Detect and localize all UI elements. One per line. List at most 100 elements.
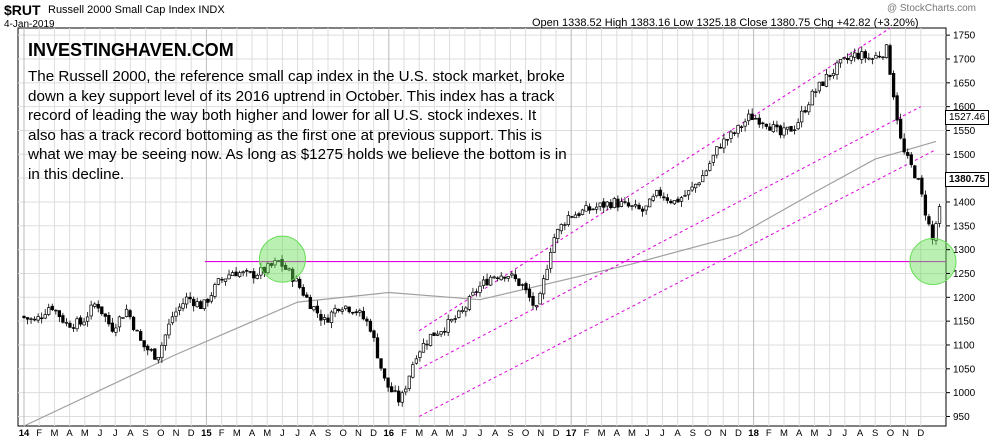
candle-body xyxy=(128,310,132,318)
candle-body xyxy=(736,125,740,134)
candle-body xyxy=(237,272,242,277)
x-tick-label: O xyxy=(522,428,529,438)
candle-body xyxy=(725,139,730,141)
candle-body xyxy=(400,392,404,403)
candle-body xyxy=(131,316,136,330)
candle-body xyxy=(266,263,270,274)
candle-body xyxy=(61,315,65,323)
candle-body xyxy=(506,276,510,279)
candle-body xyxy=(29,318,33,320)
x-tick-label: J xyxy=(827,428,832,438)
candle-body xyxy=(100,306,104,315)
x-tick-label: J xyxy=(280,428,285,438)
candle-body xyxy=(280,259,284,267)
candle-body xyxy=(64,322,69,324)
candle-body xyxy=(25,317,30,320)
candle-body xyxy=(379,358,383,369)
candle-body xyxy=(32,318,37,321)
x-tick-label: F xyxy=(583,428,589,438)
x-tick-label: 17 xyxy=(566,428,577,438)
candle-body xyxy=(757,117,761,125)
x-tick-label: N xyxy=(902,428,909,438)
candle-body xyxy=(655,190,659,197)
candle-body xyxy=(71,327,76,329)
y-tick-label: 1400 xyxy=(953,197,976,208)
candle-body xyxy=(559,224,563,232)
candle-body xyxy=(255,275,259,279)
x-tick-label: M xyxy=(81,428,89,438)
candle-body xyxy=(85,316,90,322)
candle-body xyxy=(863,51,867,59)
candle-body xyxy=(358,310,362,313)
x-tick-label: A xyxy=(249,428,256,438)
sma-value-label: 1527.46 xyxy=(945,110,990,125)
x-tick-label: M xyxy=(415,428,423,438)
candle-body xyxy=(135,329,139,332)
candle-body xyxy=(361,310,365,320)
candle-body xyxy=(729,131,733,139)
candle-body xyxy=(301,287,305,296)
x-tick-label: F xyxy=(219,428,225,438)
candle-body xyxy=(276,260,281,262)
x-tick-label: A xyxy=(431,428,438,438)
candle-body xyxy=(481,279,486,286)
candle-body xyxy=(496,277,500,280)
candle-body xyxy=(701,175,705,183)
candle-body xyxy=(227,274,231,280)
x-tick-label: F xyxy=(401,428,407,438)
candle-body xyxy=(513,274,517,280)
candle-body xyxy=(527,288,532,298)
candle-body xyxy=(223,278,228,282)
candle-body xyxy=(633,204,638,207)
candle-body xyxy=(407,375,411,389)
x-tick-label: F xyxy=(36,428,42,438)
candle-body xyxy=(520,284,525,286)
candle-body xyxy=(619,201,624,207)
candle-body xyxy=(36,316,40,321)
candle-body xyxy=(202,299,206,309)
candle-body xyxy=(895,95,899,121)
candle-body xyxy=(478,285,482,293)
plot-frame xyxy=(17,27,947,427)
candle-body xyxy=(552,237,556,253)
annotation-text: The Russell 2000, the reference small ca… xyxy=(28,68,567,183)
x-tick-label: 18 xyxy=(748,428,759,438)
candle-body xyxy=(156,356,160,361)
candle-body xyxy=(40,317,44,320)
x-tick-label: M xyxy=(598,428,606,438)
candle-body xyxy=(393,390,397,392)
candle-body xyxy=(199,301,203,310)
candle-body xyxy=(927,216,931,225)
candle-body xyxy=(598,202,602,207)
candle-body xyxy=(602,201,606,208)
x-tick-label: M xyxy=(446,428,454,438)
candle-body xyxy=(884,44,889,58)
candle-body xyxy=(389,386,394,393)
candle-body xyxy=(96,303,100,309)
candle-body xyxy=(842,57,846,59)
candle-body xyxy=(764,123,768,127)
candle-body xyxy=(163,334,168,346)
x-tick-label: S xyxy=(325,428,331,438)
candle-body xyxy=(411,364,415,378)
x-tick-label: 16 xyxy=(384,428,395,438)
candle-body xyxy=(814,91,818,94)
y-tick-label: 1600 xyxy=(953,102,976,113)
candle-body xyxy=(683,194,687,197)
candle-body xyxy=(89,304,93,317)
x-tick-label: S xyxy=(507,428,513,438)
candle-body xyxy=(103,313,107,317)
candle-body xyxy=(344,305,348,309)
candle-body xyxy=(867,57,871,60)
candle-body xyxy=(934,223,938,241)
candle-body xyxy=(739,126,744,128)
candle-body xyxy=(421,342,426,353)
candle-body xyxy=(167,323,171,336)
highlight-circle xyxy=(258,235,306,283)
candle-body xyxy=(139,331,143,341)
candle-body xyxy=(312,306,316,311)
x-tick-label: N xyxy=(537,428,544,438)
candle-body xyxy=(354,311,358,314)
candle-body xyxy=(679,197,684,202)
candle-body xyxy=(549,252,553,269)
